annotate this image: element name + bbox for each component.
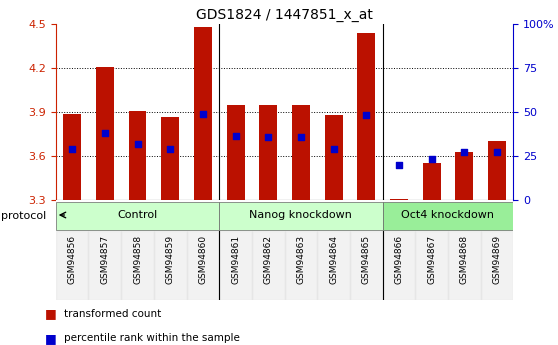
Bar	[63, 114, 81, 200]
Point	[329, 146, 338, 151]
Text: GSM94868: GSM94868	[460, 235, 469, 284]
Text: GSM94869: GSM94869	[493, 235, 502, 284]
Bar	[318, 231, 350, 300]
Title: GDS1824 / 1447851_x_at: GDS1824 / 1447851_x_at	[196, 8, 373, 22]
Point	[427, 156, 436, 162]
Text: GSM94860: GSM94860	[199, 235, 208, 284]
Bar	[488, 141, 506, 200]
Point	[493, 149, 502, 155]
Bar	[448, 231, 480, 300]
Bar	[56, 231, 89, 300]
Bar	[422, 164, 441, 200]
Text: Control: Control	[117, 210, 157, 220]
Bar	[252, 231, 285, 300]
Text: GSM94865: GSM94865	[362, 235, 371, 284]
Bar	[455, 152, 473, 200]
Text: GSM94864: GSM94864	[329, 235, 338, 284]
Bar	[350, 231, 383, 300]
Text: GSM94858: GSM94858	[133, 235, 142, 284]
Bar	[161, 117, 179, 200]
Bar	[128, 111, 147, 200]
Point	[264, 134, 273, 140]
Bar	[357, 33, 376, 200]
Bar	[292, 105, 310, 200]
Point	[68, 146, 76, 151]
Text: percentile rank within the sample: percentile rank within the sample	[64, 333, 240, 343]
Text: GSM94863: GSM94863	[296, 235, 305, 284]
Point	[296, 134, 305, 140]
Bar	[96, 67, 114, 200]
Text: protocol: protocol	[1, 211, 46, 220]
Bar	[383, 231, 415, 300]
Point	[460, 149, 469, 155]
Point	[100, 130, 109, 136]
Bar	[89, 231, 121, 300]
Bar	[415, 231, 448, 300]
Text: Oct4 knockdown: Oct4 knockdown	[402, 210, 494, 220]
Point	[133, 142, 142, 147]
Bar	[390, 199, 408, 200]
Point	[395, 162, 403, 168]
Bar	[219, 231, 252, 300]
Bar	[480, 231, 513, 300]
Bar	[227, 105, 244, 200]
Text: GSM94867: GSM94867	[427, 235, 436, 284]
Text: ■: ■	[45, 332, 56, 345]
Bar	[194, 27, 212, 200]
Text: GSM94857: GSM94857	[100, 235, 109, 284]
Text: GSM94856: GSM94856	[68, 235, 76, 284]
Text: GSM94862: GSM94862	[264, 235, 273, 284]
Text: transformed count: transformed count	[64, 309, 161, 319]
Bar	[285, 231, 318, 300]
Text: ■: ■	[45, 307, 56, 321]
Bar	[154, 231, 186, 300]
Bar	[325, 115, 343, 200]
Text: GSM94866: GSM94866	[395, 235, 403, 284]
Bar	[259, 105, 277, 200]
FancyBboxPatch shape	[219, 201, 383, 230]
Bar	[121, 231, 154, 300]
Point	[199, 111, 208, 116]
Text: GSM94859: GSM94859	[166, 235, 175, 284]
Point	[166, 146, 175, 151]
Point	[362, 112, 371, 118]
Bar	[186, 231, 219, 300]
FancyBboxPatch shape	[383, 201, 513, 230]
Text: GSM94861: GSM94861	[231, 235, 240, 284]
FancyBboxPatch shape	[56, 201, 219, 230]
Text: Nanog knockdown: Nanog knockdown	[249, 210, 352, 220]
Point	[231, 133, 240, 138]
